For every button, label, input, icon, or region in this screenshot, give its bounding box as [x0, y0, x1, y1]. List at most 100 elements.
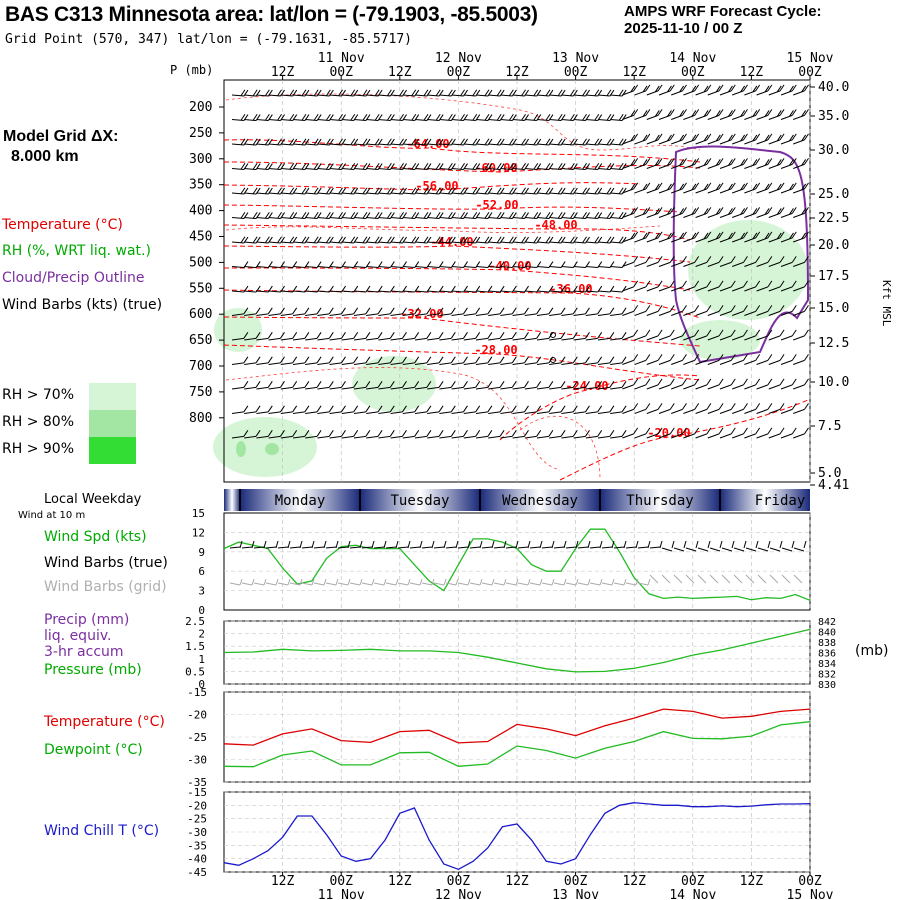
- wind-barb-flag: [755, 280, 761, 288]
- wind-barb-true-flag: [575, 540, 579, 549]
- wind-barb-flag: [267, 405, 273, 413]
- wind-barb-shaft: [329, 168, 342, 171]
- wind-barb-flag: [292, 405, 298, 413]
- wind-barb-flag: [350, 138, 356, 146]
- wind-barb: [719, 133, 736, 145]
- wind-barb: [402, 356, 420, 365]
- wind-barb-shaft: [256, 119, 269, 122]
- wind-barb-flag: [362, 212, 368, 219]
- wind-barb: [292, 356, 310, 365]
- wind-barb-flag: [728, 134, 733, 142]
- wind-barb-shaft: [475, 192, 488, 195]
- wind-barb: [402, 307, 420, 316]
- wind-barb-flag: [316, 356, 322, 364]
- wind-barb: [646, 158, 663, 169]
- wind-barb-flag: [386, 163, 392, 170]
- wind-barb-shaft: [756, 286, 769, 292]
- wind-barb-shaft: [390, 266, 403, 269]
- wind-barb-flag: [447, 138, 453, 146]
- weekday-day-label: Monday: [275, 493, 326, 509]
- wind-barb-shaft: [305, 119, 318, 122]
- wind-barb-flag: [435, 236, 441, 244]
- wind-barb-true-flag: [371, 540, 375, 549]
- wind-barb-shaft: [402, 217, 415, 220]
- wind-barb-shaft: [231, 411, 244, 414]
- wind-barb-flag: [545, 163, 551, 170]
- wind-barb-shaft: [658, 188, 671, 194]
- wind-barb-flag: [341, 381, 346, 388]
- wind-barb-true: [493, 546, 505, 549]
- wind-barb: [244, 381, 261, 390]
- dewpoint-label: Dewpoint (°C): [44, 742, 143, 758]
- wind-barb: [756, 84, 773, 96]
- wind-barb-grid: [337, 582, 349, 586]
- wind-barb-true-flag: [287, 540, 291, 549]
- wind-barb-shaft: [244, 168, 257, 171]
- wind-barb-shaft: [378, 168, 391, 171]
- wind-barb: [414, 381, 432, 390]
- wind-barb-true: [313, 546, 325, 549]
- wind-barb-true-flag: [539, 540, 543, 549]
- pressure-y-tick-label: 838: [818, 638, 836, 649]
- wind-barb-shaft: [658, 114, 671, 120]
- wind-barb-shaft: [231, 386, 244, 390]
- wind-barb-shaft: [671, 359, 683, 365]
- wind-barb-shaft: [622, 408, 634, 414]
- wind-barb-flag: [460, 114, 465, 121]
- rh-fill-region: [236, 441, 246, 457]
- wind-barb-shaft: [756, 310, 769, 316]
- wind-barb: [622, 158, 639, 169]
- wind-barb-shaft: [707, 335, 720, 341]
- wind-barb-flag: [630, 183, 636, 191]
- wind-barb: [488, 381, 505, 390]
- wind-barb-flag: [264, 89, 270, 97]
- wind-barb: [280, 332, 298, 341]
- wind-barb: [329, 307, 346, 316]
- bottom-time-tick-label: 00Z: [798, 874, 822, 889]
- wind-barb: [475, 332, 493, 341]
- wind-barb-flag: [609, 381, 615, 388]
- wind-barb-shaft: [244, 192, 257, 195]
- wind-barb-flag: [728, 159, 733, 166]
- wind-chill-y-tick-label: -25: [187, 813, 207, 826]
- wind-barb: [634, 109, 651, 120]
- wind-barb-true-flag: [503, 540, 507, 549]
- wind-barb: [488, 405, 505, 414]
- wind-barb-shaft: [634, 433, 647, 439]
- wind-barb-shaft: [732, 188, 744, 194]
- wind-barb-true-flag: [251, 540, 255, 549]
- wind-barb-grid-flag: [239, 578, 243, 586]
- wind-barb-flag: [511, 430, 517, 437]
- wind-barb-shaft: [719, 335, 732, 341]
- wind-barb-grid-flag: [287, 578, 291, 586]
- wind-barb-shaft: [366, 411, 379, 414]
- wind-barb-flag: [669, 280, 675, 288]
- top-time-tick-label: 12Z: [505, 65, 529, 80]
- wind-barb-flag: [718, 427, 724, 435]
- wind-barb: [768, 109, 785, 120]
- wind-barb-shaft: [231, 168, 244, 171]
- wind-barb-shaft: [597, 411, 610, 414]
- wind-barb: [719, 427, 736, 439]
- wind-barb-flag: [521, 163, 526, 170]
- wind-barb-flag: [243, 332, 249, 339]
- wind-barb-shaft: [622, 310, 634, 316]
- wind-barb-flag: [508, 187, 514, 195]
- wind-barb-shaft: [378, 241, 391, 244]
- top-time-tick-label: 00Z: [564, 65, 588, 80]
- wind-barb: [646, 182, 663, 194]
- wind-barb: [634, 403, 651, 414]
- wind-barb-flag: [569, 212, 575, 219]
- wind-barb: [744, 280, 761, 292]
- wind-barb-flag: [779, 158, 785, 165]
- wind-barb: [683, 329, 700, 341]
- wind-barb: [707, 231, 724, 243]
- wind-barb-flag: [645, 182, 651, 190]
- wind-barb-shaft: [353, 337, 366, 341]
- wind-barb-shaft: [634, 408, 647, 414]
- wind-barb: [524, 405, 542, 414]
- wind-barb-flag: [645, 231, 651, 239]
- wind-barb-flag: [386, 89, 392, 97]
- wind-barb-shaft: [341, 119, 354, 122]
- temp-y-tick-label: -35: [187, 776, 207, 789]
